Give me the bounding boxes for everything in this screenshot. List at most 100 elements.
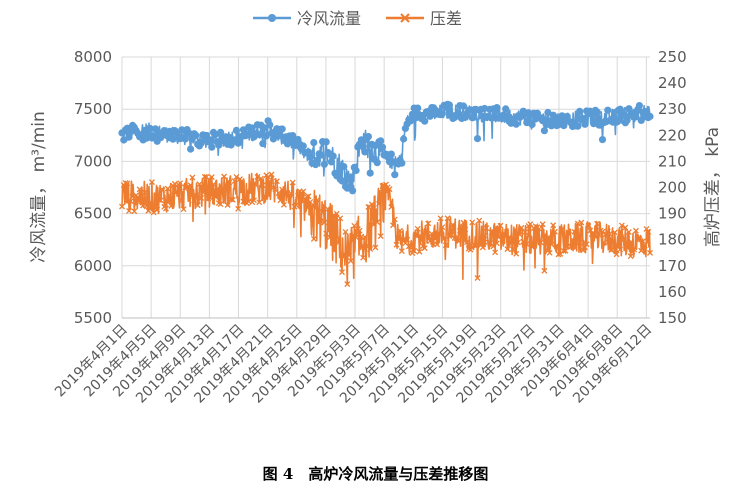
data-point bbox=[513, 250, 520, 257]
data-point bbox=[329, 152, 337, 160]
data-point bbox=[604, 106, 612, 114]
figure-caption: 图 4 高炉冷风流量与压差推移图 bbox=[262, 465, 489, 483]
data-point bbox=[579, 115, 587, 123]
data-point bbox=[474, 275, 481, 281]
data-point bbox=[347, 257, 354, 264]
data-point bbox=[569, 236, 576, 243]
data-point bbox=[307, 198, 314, 205]
data-point bbox=[340, 251, 347, 258]
data-point bbox=[423, 227, 430, 234]
data-point bbox=[636, 236, 643, 243]
data-point bbox=[235, 205, 242, 212]
data-point bbox=[500, 232, 507, 239]
data-point bbox=[136, 186, 143, 193]
data-point bbox=[632, 113, 640, 121]
data-point bbox=[506, 234, 513, 241]
series-markers-flow bbox=[118, 100, 654, 195]
data-point bbox=[365, 203, 372, 210]
data-point bbox=[261, 192, 268, 199]
data-point bbox=[616, 105, 624, 113]
data-point bbox=[583, 241, 590, 248]
data-point bbox=[483, 225, 490, 232]
data-point bbox=[337, 215, 344, 222]
data-point bbox=[252, 182, 259, 188]
data-point bbox=[356, 227, 363, 234]
data-point bbox=[643, 225, 650, 232]
data-point bbox=[210, 181, 217, 188]
data-point bbox=[432, 236, 439, 242]
data-point bbox=[268, 171, 275, 178]
data-point bbox=[221, 173, 228, 180]
data-point bbox=[353, 234, 360, 241]
data-point bbox=[439, 224, 446, 231]
data-point bbox=[207, 194, 213, 201]
data-point bbox=[537, 239, 544, 246]
data-point bbox=[550, 222, 557, 229]
data-point bbox=[548, 241, 555, 248]
data-point bbox=[330, 212, 337, 219]
y-right-tick-label: 160 bbox=[658, 283, 687, 301]
data-point bbox=[488, 229, 495, 236]
data-point bbox=[266, 178, 273, 185]
data-point bbox=[328, 225, 335, 232]
y-left-tick-label: 8000 bbox=[74, 48, 112, 66]
y-right-tick-label: 230 bbox=[658, 100, 687, 118]
data-point bbox=[242, 196, 249, 203]
data-point bbox=[147, 199, 154, 206]
data-point bbox=[364, 133, 372, 141]
data-point bbox=[259, 140, 267, 148]
data-point bbox=[546, 249, 553, 256]
data-point bbox=[504, 246, 511, 253]
data-point bbox=[360, 254, 367, 261]
data-point bbox=[473, 135, 482, 143]
data-point bbox=[407, 117, 415, 125]
data-point bbox=[273, 178, 280, 185]
data-point bbox=[377, 233, 384, 240]
data-point bbox=[217, 201, 224, 208]
data-point bbox=[539, 221, 546, 228]
data-point bbox=[549, 111, 557, 119]
data-point bbox=[192, 192, 199, 199]
data-point bbox=[608, 246, 615, 253]
y-right-tick-label: 190 bbox=[658, 205, 687, 223]
data-point bbox=[418, 236, 425, 243]
data-point bbox=[541, 267, 548, 274]
data-point bbox=[543, 235, 550, 242]
data-point bbox=[627, 253, 634, 260]
data-point bbox=[317, 218, 324, 225]
data-point bbox=[466, 106, 475, 114]
data-point bbox=[388, 204, 395, 210]
data-point bbox=[615, 243, 622, 250]
data-point bbox=[192, 131, 200, 139]
data-point bbox=[187, 182, 194, 189]
data-point bbox=[624, 244, 631, 251]
y-axis-right: 150 160 170 180 190 200 210 220 230 240 250 bbox=[658, 48, 687, 327]
data-point bbox=[625, 105, 633, 113]
data-point bbox=[476, 217, 483, 224]
data-point bbox=[372, 244, 379, 251]
data-point bbox=[266, 121, 274, 129]
data-point bbox=[613, 251, 620, 258]
data-point bbox=[400, 135, 408, 143]
data-point bbox=[185, 185, 192, 192]
data-point bbox=[488, 114, 496, 122]
data-point bbox=[455, 237, 462, 244]
data-point bbox=[442, 242, 449, 249]
data-point bbox=[438, 110, 446, 118]
data-point bbox=[395, 235, 402, 242]
data-point bbox=[333, 210, 340, 217]
data-point bbox=[377, 137, 385, 145]
data-point bbox=[233, 174, 240, 180]
data-point bbox=[300, 188, 307, 195]
data-point bbox=[378, 143, 387, 151]
data-point bbox=[437, 215, 444, 222]
data-point bbox=[200, 189, 206, 196]
data-point bbox=[587, 227, 594, 234]
data-point bbox=[349, 187, 357, 195]
data-point bbox=[445, 101, 453, 109]
data-point bbox=[544, 108, 552, 117]
data-point bbox=[368, 201, 375, 208]
data-point bbox=[387, 150, 395, 158]
data-point bbox=[390, 222, 396, 229]
